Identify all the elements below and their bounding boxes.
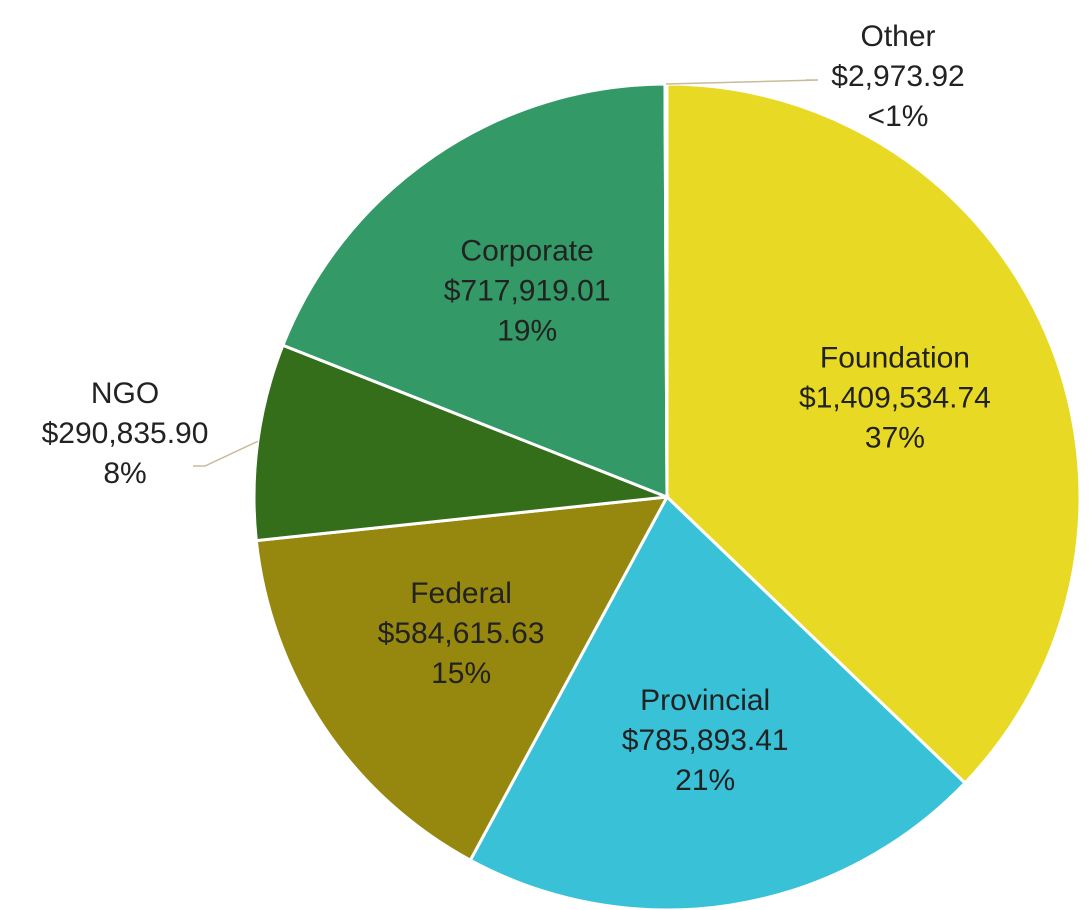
percent-label: 15%	[431, 657, 491, 690]
value-label: $290,835.90	[42, 417, 209, 450]
slice-label: Federal	[410, 577, 512, 610]
leader-line	[665, 79, 819, 85]
pie-slice	[468, 494, 968, 910]
value-label: $785,893.41	[622, 724, 789, 757]
slice-label: Foundation	[820, 342, 970, 375]
pie-slice	[280, 82, 669, 500]
leader-line	[193, 440, 259, 467]
percent-label: 21%	[675, 764, 735, 797]
value-label: $717,919.01	[444, 274, 611, 307]
value-label: $2,973.92	[831, 60, 964, 93]
pie-slice	[254, 495, 670, 863]
percent-label: 19%	[497, 314, 557, 347]
percent-label: 8%	[103, 457, 146, 490]
value-label: $1,409,534.74	[799, 382, 991, 415]
percent-label: <1%	[868, 100, 929, 133]
pie-slice	[663, 82, 669, 498]
slice-label: Provincial	[640, 684, 770, 717]
pie-slice	[252, 343, 668, 543]
slice-label: NGO	[91, 377, 159, 410]
percent-label: 37%	[865, 422, 925, 455]
pie-slice	[665, 82, 1082, 786]
slice-label: Other	[860, 20, 935, 53]
value-label: $584,615.63	[378, 617, 545, 650]
slice-label: Corporate	[460, 234, 593, 267]
